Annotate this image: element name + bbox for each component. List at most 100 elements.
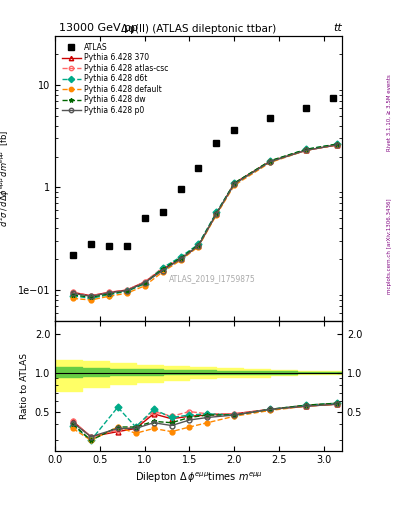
Pythia 6.428 370 bbox=[232, 180, 237, 186]
Pythia 6.428 dw bbox=[304, 146, 309, 153]
Pythia 6.428 atlas-csc bbox=[268, 158, 273, 164]
Pythia 6.428 atlas-csc bbox=[142, 279, 147, 285]
Pythia 6.428 atlas-csc bbox=[107, 289, 111, 295]
Pythia 6.428 default bbox=[142, 283, 147, 289]
Text: mcplots.cern.ch [arXiv:1306.3436]: mcplots.cern.ch [arXiv:1306.3436] bbox=[387, 198, 392, 293]
Pythia 6.428 default bbox=[196, 244, 201, 250]
Pythia 6.428 default bbox=[178, 257, 183, 263]
Pythia 6.428 default bbox=[304, 147, 309, 154]
Line: Pythia 6.428 p0: Pythia 6.428 p0 bbox=[70, 142, 340, 298]
Pythia 6.428 default bbox=[214, 212, 219, 218]
Pythia 6.428 p0 bbox=[142, 280, 147, 286]
Pythia 6.428 default bbox=[160, 269, 165, 275]
Pythia 6.428 p0 bbox=[196, 243, 201, 249]
Line: Pythia 6.428 d6t: Pythia 6.428 d6t bbox=[70, 142, 340, 301]
ATLAS bbox=[107, 243, 111, 249]
Text: ATLAS_2019_I1759875: ATLAS_2019_I1759875 bbox=[169, 274, 256, 283]
Pythia 6.428 p0 bbox=[268, 159, 273, 165]
Pythia 6.428 d6t bbox=[125, 288, 129, 294]
Pythia 6.428 d6t bbox=[178, 254, 183, 260]
Line: ATLAS: ATLAS bbox=[70, 94, 336, 259]
Pythia 6.428 dw bbox=[88, 294, 93, 301]
Pythia 6.428 370 bbox=[196, 243, 201, 249]
ATLAS bbox=[331, 95, 335, 101]
Pythia 6.428 dw bbox=[107, 291, 111, 297]
Pythia 6.428 d6t bbox=[142, 281, 147, 287]
Pythia 6.428 atlas-csc bbox=[335, 142, 340, 148]
Text: 13000 GeV pp: 13000 GeV pp bbox=[59, 23, 138, 33]
Pythia 6.428 p0 bbox=[335, 142, 340, 148]
Pythia 6.428 p0 bbox=[71, 290, 75, 296]
Y-axis label: $d^2\sigma\,/\,d\Delta\phi^{e\mu\mu}\,dm^{e\mu\mu}$  [fb]: $d^2\sigma\,/\,d\Delta\phi^{e\mu\mu}\,dm… bbox=[0, 130, 12, 227]
Pythia 6.428 default bbox=[125, 290, 129, 296]
Pythia 6.428 default bbox=[71, 295, 75, 302]
Pythia 6.428 atlas-csc bbox=[125, 287, 129, 293]
Pythia 6.428 dw bbox=[142, 280, 147, 286]
Pythia 6.428 d6t bbox=[304, 146, 309, 153]
Pythia 6.428 default bbox=[268, 159, 273, 165]
X-axis label: Dilepton $\Delta\,\phi^{e\mu\mu}$times $m^{e\mu\mu}$: Dilepton $\Delta\,\phi^{e\mu\mu}$times $… bbox=[135, 471, 262, 485]
ATLAS bbox=[88, 241, 93, 247]
Pythia 6.428 d6t bbox=[232, 180, 237, 186]
Pythia 6.428 370 bbox=[304, 147, 309, 154]
Pythia 6.428 d6t bbox=[88, 295, 93, 302]
Pythia 6.428 atlas-csc bbox=[71, 289, 75, 295]
Pythia 6.428 370 bbox=[71, 289, 75, 295]
Pythia 6.428 dw bbox=[178, 255, 183, 261]
Line: Pythia 6.428 dw: Pythia 6.428 dw bbox=[70, 142, 340, 300]
ATLAS bbox=[71, 252, 75, 258]
ATLAS bbox=[142, 215, 147, 221]
Pythia 6.428 370 bbox=[214, 211, 219, 217]
Title: Δφ(ll) (ATLAS dileptonic ttbar): Δφ(ll) (ATLAS dileptonic ttbar) bbox=[121, 24, 276, 34]
Pythia 6.428 atlas-csc bbox=[214, 210, 219, 217]
Pythia 6.428 atlas-csc bbox=[178, 255, 183, 261]
ATLAS bbox=[214, 140, 219, 146]
Text: Rivet 3.1.10, ≥ 3.5M events: Rivet 3.1.10, ≥ 3.5M events bbox=[387, 74, 392, 151]
Pythia 6.428 370 bbox=[160, 266, 165, 272]
Pythia 6.428 370 bbox=[107, 289, 111, 295]
Pythia 6.428 d6t bbox=[335, 141, 340, 147]
Pythia 6.428 dw bbox=[232, 180, 237, 186]
Pythia 6.428 p0 bbox=[107, 290, 111, 296]
ATLAS bbox=[196, 165, 201, 171]
Pythia 6.428 d6t bbox=[107, 292, 111, 298]
Pythia 6.428 default bbox=[335, 142, 340, 148]
Text: tt: tt bbox=[333, 23, 342, 33]
Pythia 6.428 dw bbox=[160, 266, 165, 272]
Pythia 6.428 atlas-csc bbox=[160, 265, 165, 271]
ATLAS bbox=[125, 243, 129, 249]
Pythia 6.428 370 bbox=[178, 256, 183, 262]
Pythia 6.428 dw bbox=[71, 292, 75, 298]
Pythia 6.428 dw bbox=[335, 141, 340, 147]
Pythia 6.428 d6t bbox=[160, 265, 165, 271]
Pythia 6.428 370 bbox=[335, 142, 340, 148]
ATLAS bbox=[268, 115, 273, 121]
Pythia 6.428 d6t bbox=[71, 293, 75, 299]
Pythia 6.428 default bbox=[232, 182, 237, 188]
ATLAS bbox=[178, 186, 183, 192]
Pythia 6.428 atlas-csc bbox=[304, 147, 309, 154]
Pythia 6.428 atlas-csc bbox=[196, 242, 201, 248]
Line: Pythia 6.428 default: Pythia 6.428 default bbox=[70, 142, 340, 303]
Pythia 6.428 p0 bbox=[125, 287, 129, 293]
ATLAS bbox=[160, 209, 165, 215]
Pythia 6.428 d6t bbox=[268, 158, 273, 164]
Pythia 6.428 d6t bbox=[196, 241, 201, 247]
Pythia 6.428 default bbox=[88, 297, 93, 303]
Pythia 6.428 default bbox=[107, 293, 111, 300]
Pythia 6.428 atlas-csc bbox=[232, 180, 237, 186]
Pythia 6.428 p0 bbox=[178, 256, 183, 262]
Pythia 6.428 p0 bbox=[214, 210, 219, 217]
Pythia 6.428 dw bbox=[268, 158, 273, 164]
Pythia 6.428 p0 bbox=[304, 147, 309, 154]
Line: Pythia 6.428 atlas-csc: Pythia 6.428 atlas-csc bbox=[70, 142, 340, 298]
Y-axis label: Ratio to ATLAS: Ratio to ATLAS bbox=[20, 353, 29, 419]
Pythia 6.428 370 bbox=[142, 279, 147, 285]
Pythia 6.428 dw bbox=[196, 242, 201, 248]
ATLAS bbox=[304, 104, 309, 111]
Pythia 6.428 p0 bbox=[232, 181, 237, 187]
Pythia 6.428 atlas-csc bbox=[88, 293, 93, 299]
Pythia 6.428 dw bbox=[125, 288, 129, 294]
Pythia 6.428 p0 bbox=[88, 293, 93, 300]
Legend: ATLAS, Pythia 6.428 370, Pythia 6.428 atlas-csc, Pythia 6.428 d6t, Pythia 6.428 : ATLAS, Pythia 6.428 370, Pythia 6.428 at… bbox=[59, 39, 171, 118]
